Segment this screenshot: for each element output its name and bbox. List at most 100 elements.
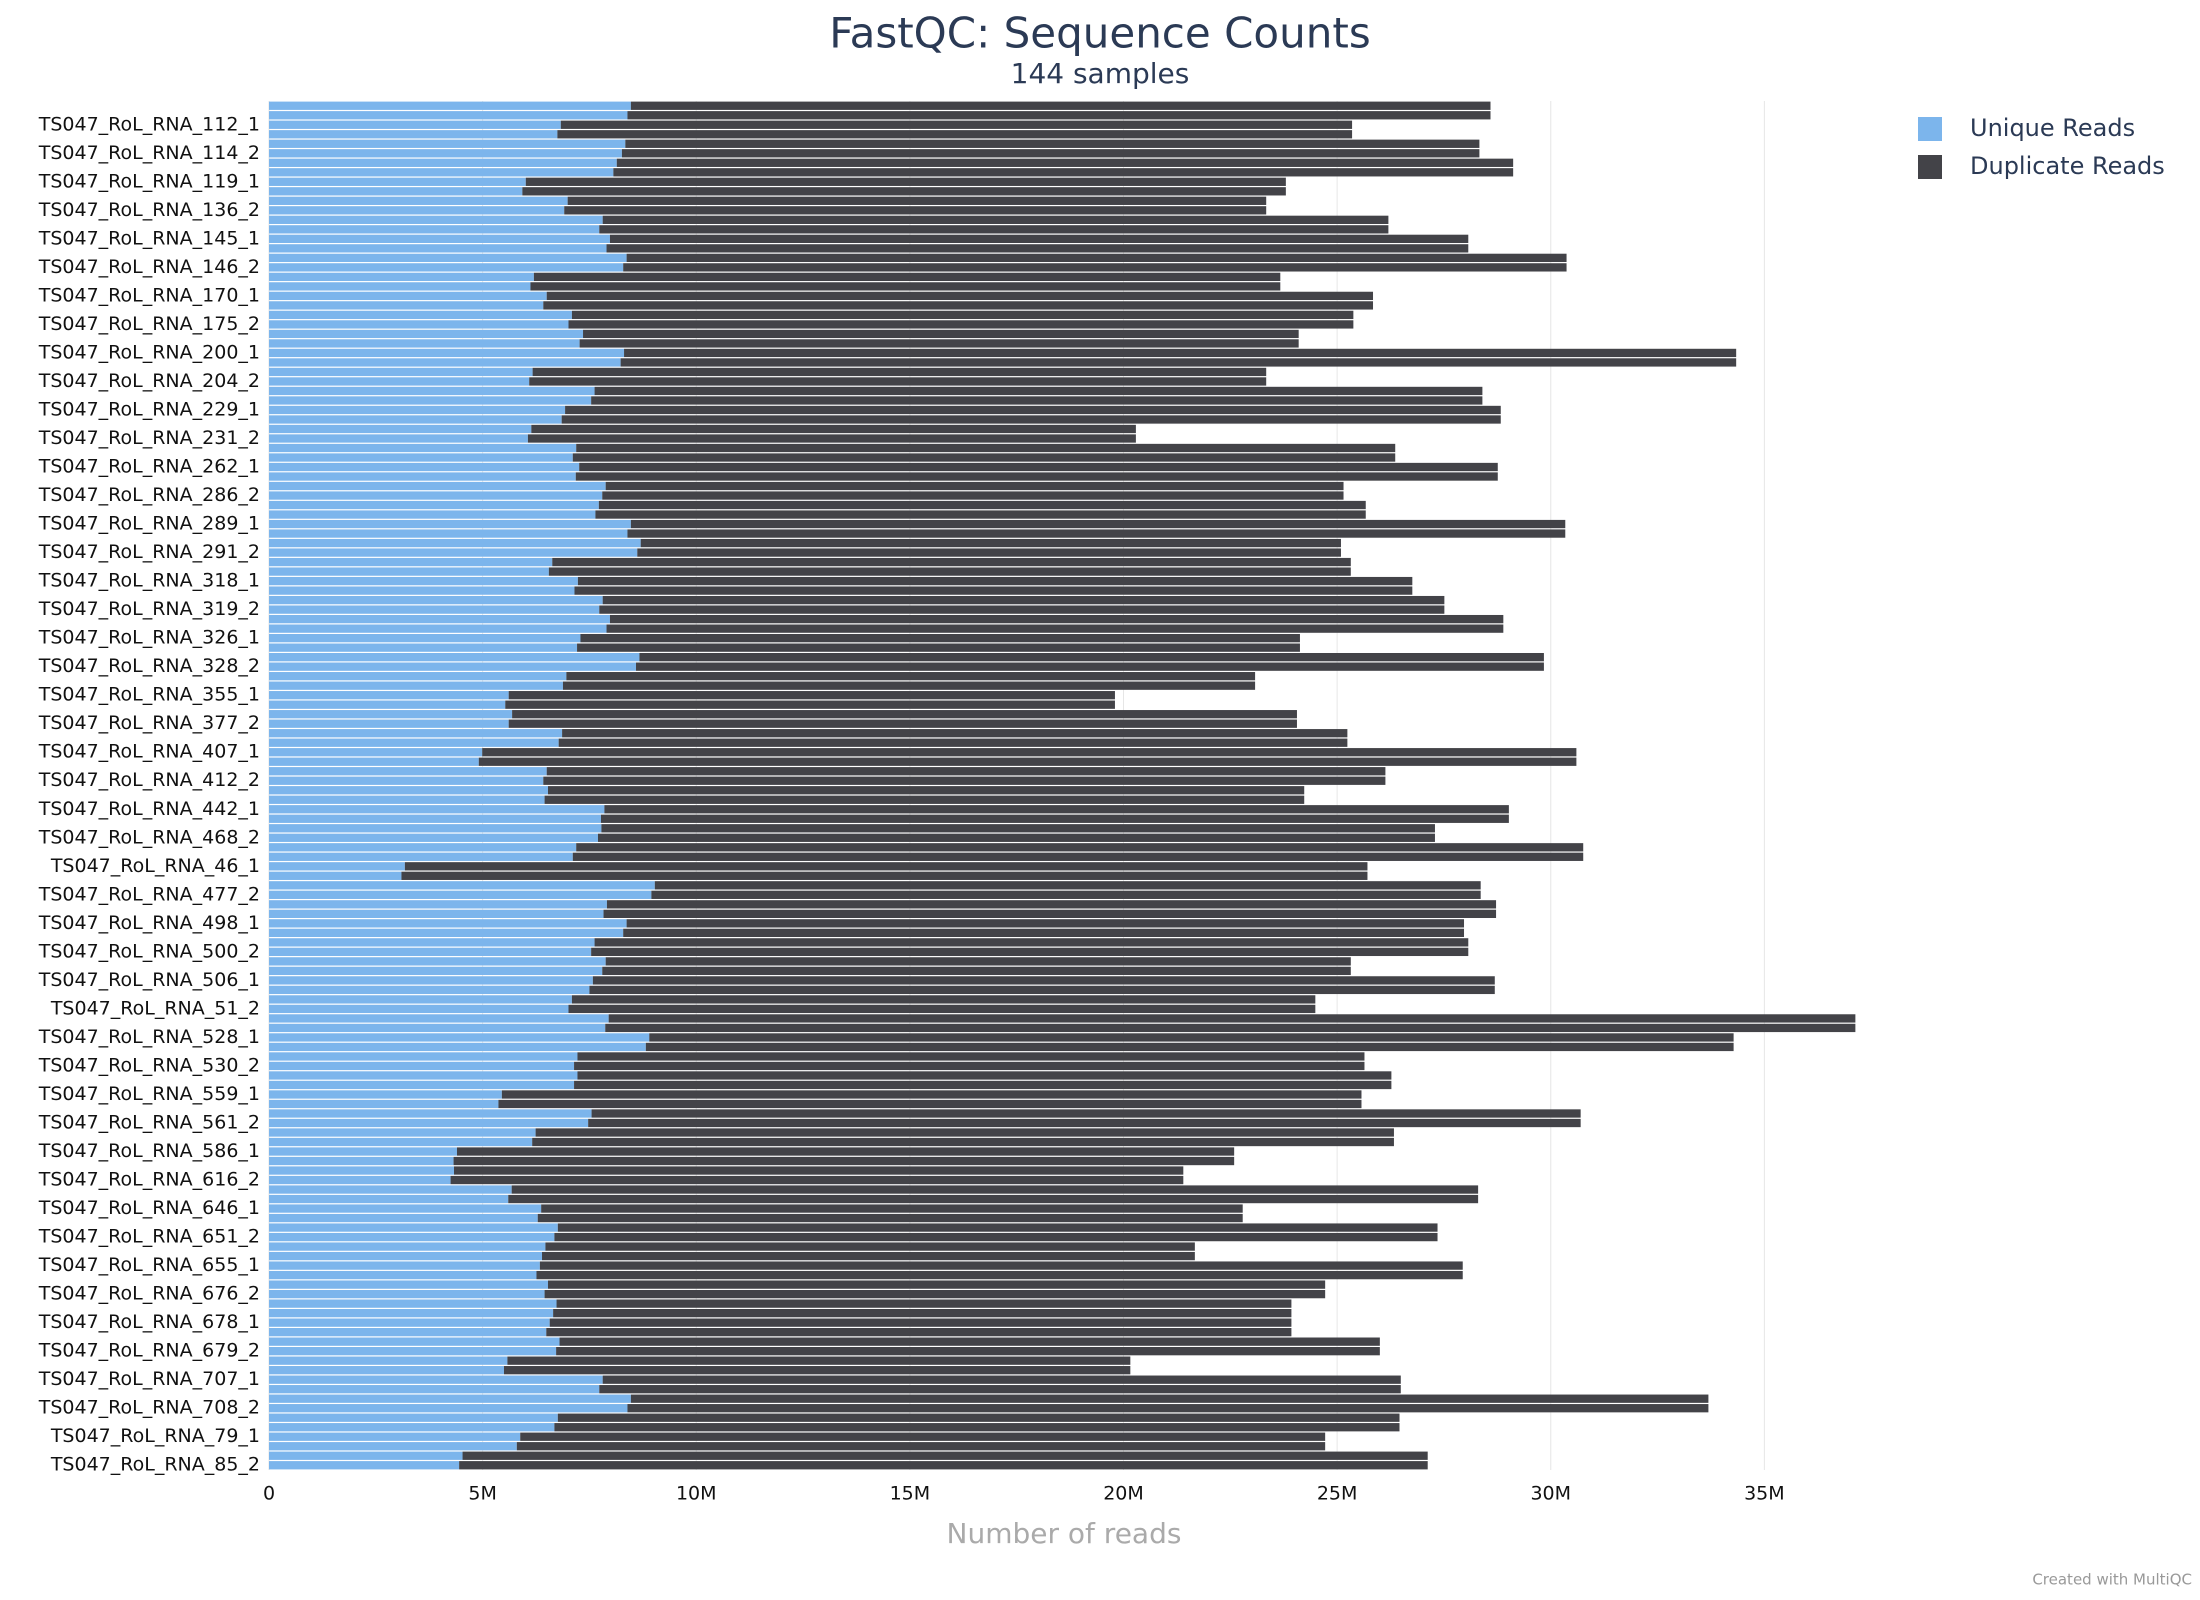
y-tick-label: TS047_RoL_RNA_528_1: [38, 1026, 260, 1048]
y-tick-label: TS047_RoL_RNA_530_2: [38, 1054, 260, 1076]
bar-segment: [269, 852, 573, 861]
bar-segment: [269, 824, 602, 833]
bar-segment: [608, 1014, 1856, 1023]
bar-segment: [592, 976, 1495, 985]
bar-segment: [561, 415, 1501, 424]
bar-segment: [269, 995, 572, 1004]
bar-segment: [532, 1137, 1394, 1147]
bar-segment: [478, 757, 1577, 766]
bar-segment: [459, 1461, 1428, 1470]
y-tick-label: TS047_RoL_RNA_412_2: [38, 769, 260, 791]
bar-segment: [269, 957, 606, 966]
bar-segment: [269, 462, 580, 472]
x-tick-label: 15M: [890, 1483, 931, 1505]
bar-segment: [522, 187, 1286, 196]
y-tick-label: TS047_RoL_RNA_328_2: [38, 655, 260, 677]
bar-segment: [456, 1147, 1235, 1156]
bar-segment: [630, 101, 1491, 110]
x-tick-label: 5M: [468, 1483, 496, 1505]
y-tick-label: TS047_RoL_RNA_561_2: [38, 1111, 260, 1133]
bar-segment: [602, 966, 1351, 976]
bar-segment: [645, 1042, 1734, 1052]
bar-segment: [516, 1442, 1326, 1451]
bar-segment: [602, 215, 1389, 224]
bar-segment: [269, 158, 617, 167]
bar-segment: [557, 130, 1353, 139]
bar-segment: [269, 1090, 502, 1099]
bar-segment: [568, 320, 1354, 329]
bar-segment: [583, 329, 1299, 339]
bar-segment: [269, 1242, 546, 1251]
bar-segment: [269, 348, 625, 358]
bar-segment: [531, 424, 1136, 434]
bar-segment: [269, 624, 607, 633]
bar-segment: [269, 1213, 538, 1223]
bar-segment: [625, 139, 1480, 148]
bar-segment: [269, 187, 523, 196]
y-tick-label: TS047_RoL_RNA_170_1: [38, 284, 260, 306]
bar-segment: [560, 120, 1353, 129]
bar-segment: [269, 1251, 543, 1261]
bar-segment: [269, 1223, 558, 1232]
bar-segment: [603, 909, 1497, 918]
bar-segment: [269, 415, 562, 424]
bar-segment: [269, 1337, 560, 1346]
bar-segment: [269, 405, 566, 415]
bar-segment: [556, 1347, 1380, 1356]
bar-segment: [269, 1118, 589, 1128]
bar-segment: [507, 1356, 1131, 1365]
bar-segment: [269, 1366, 504, 1375]
bar-segment: [508, 691, 1115, 700]
y-tick-label: TS047_RoL_RNA_119_1: [38, 170, 260, 192]
bar-segment: [591, 396, 1483, 405]
bar-segment: [577, 1052, 1365, 1061]
bar-segment: [627, 529, 1566, 538]
bar-segment: [601, 824, 1435, 833]
bar-segment: [626, 253, 1567, 263]
bar-segment: [630, 519, 1566, 529]
bar-segment: [623, 928, 1465, 938]
bar-segment: [269, 738, 559, 747]
bar-segment: [543, 776, 1386, 785]
y-tick-label: TS047_RoL_RNA_85_2: [50, 1454, 260, 1476]
bar-segment: [269, 500, 599, 510]
legend-label: Unique Reads: [1970, 114, 2135, 142]
bar-segment: [269, 976, 593, 985]
bar-segment: [580, 633, 1300, 643]
bar-segment: [547, 786, 1305, 795]
bar-segment: [269, 310, 572, 320]
y-tick-label: TS047_RoL_RNA_204_2: [38, 370, 260, 392]
bar-segment: [541, 1204, 1243, 1213]
bar-segment: [269, 672, 567, 681]
bar-segment: [269, 776, 544, 785]
bar-segment: [613, 168, 1514, 177]
bar-segment: [545, 1242, 1195, 1251]
bar-segment: [579, 339, 1299, 348]
bar-segment: [536, 1270, 1463, 1280]
bar-segment: [626, 919, 1465, 928]
bar-segment: [530, 282, 1281, 291]
bar-segment: [577, 576, 1413, 586]
bar-segment: [558, 738, 1348, 747]
bar-segment: [269, 491, 603, 500]
x-axis-label: Number of reads: [947, 1517, 1182, 1550]
y-tick-label: TS047_RoL_RNA_498_1: [38, 912, 260, 934]
bar-segment: [574, 586, 1413, 595]
y-tick-label: TS047_RoL_RNA_318_1: [38, 570, 260, 592]
bar-segment: [602, 491, 1344, 500]
bar-segment: [604, 805, 1509, 814]
bar-segment: [269, 871, 402, 880]
bar-segment: [269, 206, 565, 215]
bar-segment: [620, 358, 1737, 367]
bar-segment: [269, 1280, 548, 1289]
bar-segment: [269, 1166, 454, 1175]
bar-segment: [269, 843, 577, 852]
bar-segment: [269, 1052, 578, 1061]
bar-segment: [269, 1289, 545, 1299]
bar-segment: [269, 1413, 558, 1422]
bar-segment: [269, 900, 607, 909]
bar-segment: [269, 434, 528, 443]
bar-segment: [269, 1061, 575, 1071]
bar-segment: [269, 253, 627, 263]
bar-segment: [562, 729, 1348, 738]
